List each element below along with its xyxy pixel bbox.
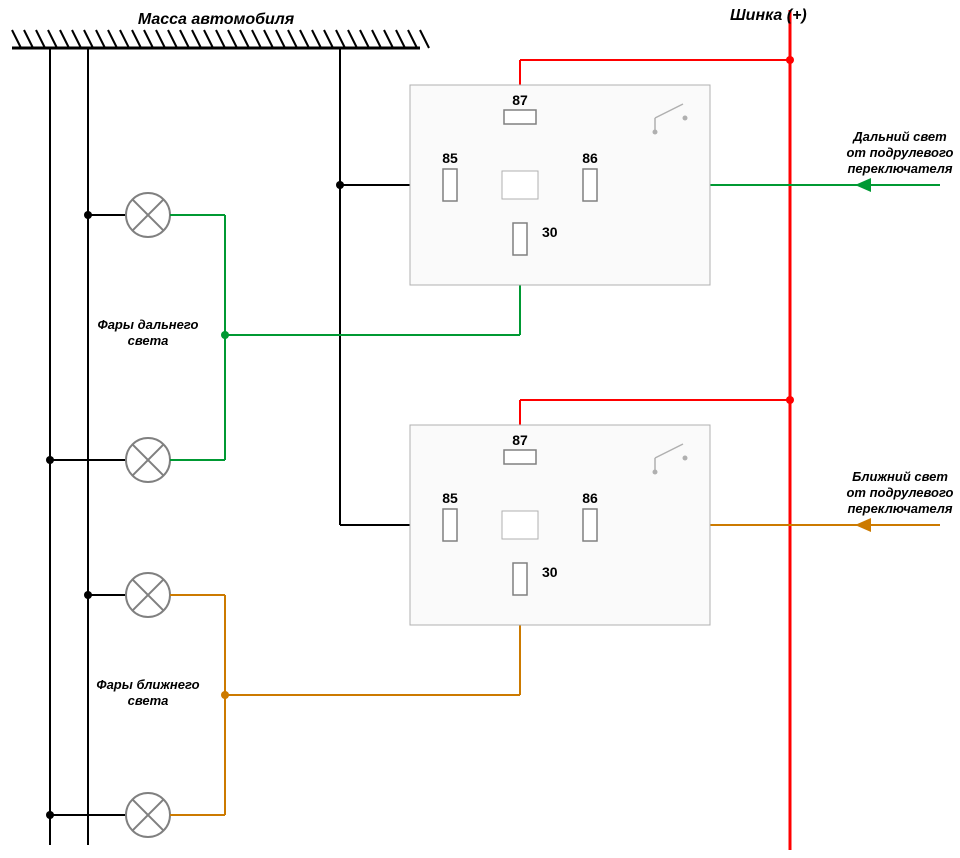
svg-text:Фары ближнего: Фары ближнего — [96, 677, 199, 692]
svg-text:света: света — [128, 693, 169, 708]
power-bus: Шинка (+) — [730, 7, 807, 850]
svg-text:Дальний свет: Дальний свет — [852, 129, 947, 144]
svg-text:30: 30 — [542, 224, 558, 240]
svg-text:переключателя: переключателя — [847, 161, 952, 176]
label-low-beam-lamps: Фары ближнегосвета — [96, 677, 199, 708]
lamp-high-1 — [126, 193, 170, 237]
label-high-beam-lamps: Фары дальнегосвета — [98, 317, 199, 348]
svg-text:переключателя: переключателя — [847, 501, 952, 516]
label-high-beam-input: Дальний светот подрулевогопереключателя — [846, 129, 953, 176]
svg-text:87: 87 — [512, 92, 528, 108]
svg-text:86: 86 — [582, 490, 598, 506]
lamp-low-2 — [126, 793, 170, 837]
svg-text:от подрулевого: от подрулевого — [846, 145, 953, 160]
svg-text:85: 85 — [442, 150, 458, 166]
ground-bar: Масса автомобиля — [12, 11, 429, 48]
svg-text:Фары дальнего: Фары дальнего — [98, 317, 199, 332]
svg-text:87: 87 — [512, 432, 528, 448]
relay-high-beam: 87 85 86 30 — [410, 85, 710, 285]
svg-text:86: 86 — [582, 150, 598, 166]
svg-text:света: света — [128, 333, 169, 348]
svg-text:Шинка (+): Шинка (+) — [730, 7, 807, 24]
svg-text:30: 30 — [542, 564, 558, 580]
lamp-high-2 — [126, 438, 170, 482]
svg-text:85: 85 — [442, 490, 458, 506]
lamp-low-1 — [126, 573, 170, 617]
svg-text:Масса автомобиля: Масса автомобиля — [138, 11, 295, 28]
label-low-beam-input: Ближний светот подрулевогопереключателя — [846, 469, 953, 516]
wiring-diagram: Масса автомобиляШинка (+)Дальний светот … — [0, 0, 960, 858]
relay-low-beam: 87 85 86 30 — [410, 425, 710, 625]
svg-text:от подрулевого: от подрулевого — [846, 485, 953, 500]
svg-text:Ближний свет: Ближний свет — [852, 469, 948, 484]
